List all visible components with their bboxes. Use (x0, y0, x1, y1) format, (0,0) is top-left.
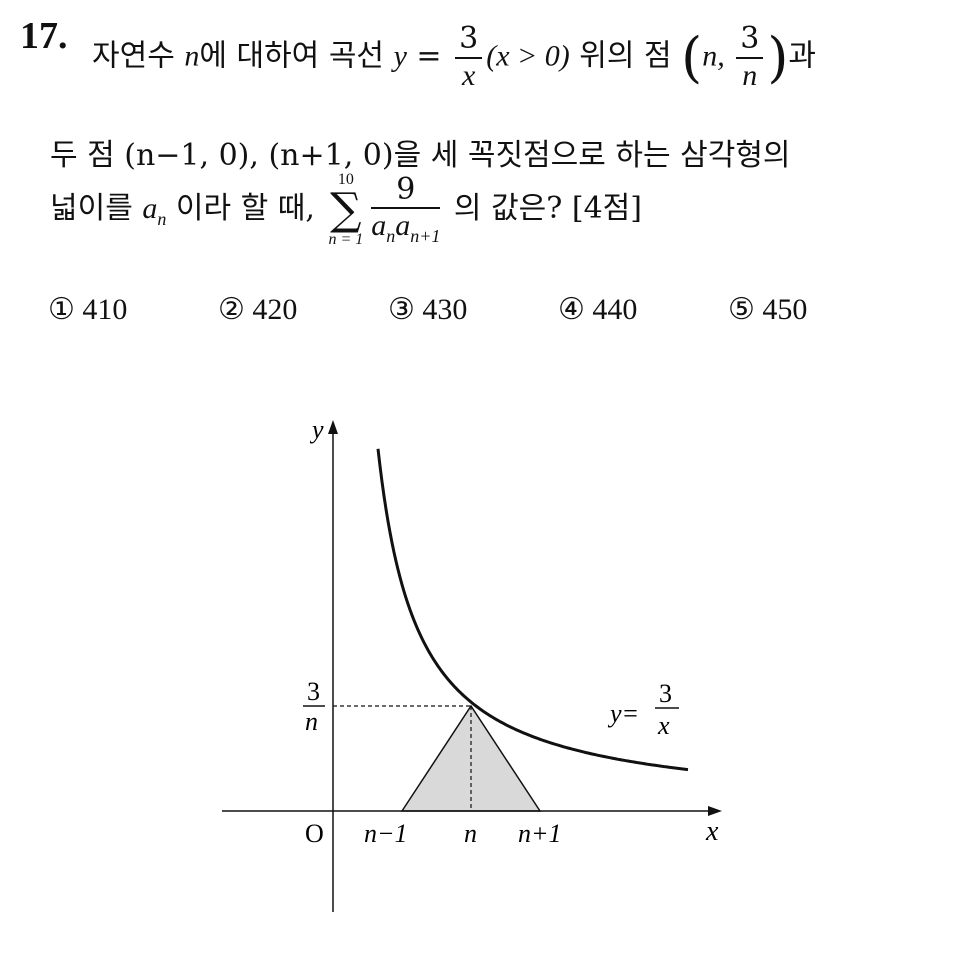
y-axis-arrow-icon (328, 420, 338, 434)
domain-condition: (x > 0) (486, 39, 570, 73)
summation: 10 ∑ n = 1 (328, 172, 363, 248)
choice-value: 410 (82, 293, 128, 326)
choice-value: 440 (592, 293, 638, 326)
right-paren: ) (767, 26, 789, 89)
sum-upper: 10 (337, 171, 354, 188)
var-y: y (393, 39, 407, 73)
choice-1[interactable]: ① 410 (48, 292, 127, 327)
equals: = (406, 38, 452, 74)
curve-label-denominator: x (657, 711, 670, 740)
choice-mark: ③ (388, 293, 415, 326)
point-n: n, (702, 39, 733, 73)
denominator: x (461, 58, 476, 92)
question-line-3: 넓이를 an 이라 할 때, 10 ∑ n = 1 9 anan+1 의 값은? [4점… (50, 172, 642, 248)
question-line-1: 자연수 n에 대하여 곡선 y = 3 x (x > 0) 위의 점 (n, 3 n)… (92, 21, 817, 93)
question-line-2: 두 점 (n−1, 0), (n+1, 0)을 세 꼭짓점으로 하는 삼각형의 (50, 130, 791, 174)
text: 위의 점 (569, 38, 682, 74)
y-axis-label: y (309, 415, 324, 444)
var-n: n (184, 39, 200, 73)
numerator: 9 (371, 172, 441, 210)
choice-mark: ⑤ (728, 293, 755, 326)
var-a: a (142, 192, 158, 225)
curve-label-lhs: y= (607, 699, 639, 728)
left-paren: ( (681, 26, 703, 89)
x-axis-label: x (705, 816, 719, 847)
text: 의 값은? [4점] (444, 191, 642, 226)
choice-mark: ④ (558, 293, 585, 326)
choice-2[interactable]: ② 420 (218, 292, 297, 327)
denominator: n (742, 58, 758, 92)
tick-n-minus-1: n−1 (364, 819, 408, 848)
choice-3[interactable]: ③ 430 (388, 292, 467, 327)
numerator: 3 (455, 21, 483, 59)
choice-value: 420 (252, 293, 298, 326)
sub: n+1 (410, 226, 441, 247)
fraction-9-over-product: 9 anan+1 (371, 172, 441, 247)
choice-5[interactable]: ⑤ 450 (728, 292, 807, 327)
choice-value: 430 (422, 293, 468, 326)
curve-label-numerator: 3 (659, 679, 672, 708)
sigma-icon: ∑ (330, 184, 362, 235)
origin-label: O (305, 819, 324, 848)
tick-n: n (464, 819, 477, 848)
y-tick-numerator: 3 (307, 677, 320, 706)
denominator: anan+1 (371, 209, 440, 247)
figure-background (222, 406, 730, 914)
choice-4[interactable]: ④ 440 (558, 292, 637, 327)
question-number: 17. (20, 15, 68, 57)
sum-lower: n = 1 (328, 231, 364, 248)
a: a (395, 209, 411, 243)
hyperbola-curve (376, 448, 689, 772)
text: 두 점 (n−1, 0), (n+1, 0)을 세 꼭짓점으로 하는 삼각형의 (50, 138, 791, 173)
x-axis-arrow-icon (708, 806, 722, 816)
choice-mark: ② (218, 293, 245, 326)
text: 과 (788, 38, 817, 74)
text: 넓이를 (50, 191, 143, 226)
numerator: 3 (736, 21, 764, 59)
sub: n (386, 226, 396, 247)
text: 에 대하여 곡선 (199, 38, 394, 74)
y-tick-denominator: n (305, 707, 318, 736)
choice-value: 450 (762, 293, 808, 326)
choice-mark: ① (48, 293, 75, 326)
text: 이라 할 때, (166, 191, 325, 226)
a: a (371, 209, 387, 243)
tick-n-plus-1: n+1 (518, 819, 562, 848)
text: 자연수 (92, 38, 185, 74)
subscript-n: n (157, 209, 167, 229)
